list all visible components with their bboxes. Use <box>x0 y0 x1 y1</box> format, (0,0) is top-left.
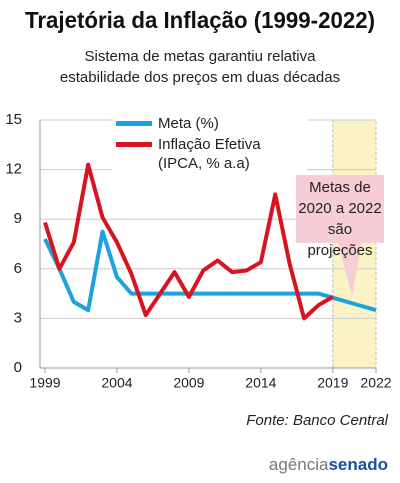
source: Fonte: Banco Central <box>246 412 388 429</box>
x-tick-label: 2009 <box>173 375 204 391</box>
y-tick-label: 0 <box>14 359 22 376</box>
series-line <box>43 229 377 313</box>
legend-swatch <box>116 121 152 126</box>
y-tick-label: 6 <box>14 260 22 277</box>
subtitle: Sistema de metas garantiu relativa estab… <box>59 48 341 86</box>
legend-label: Meta (%) <box>158 115 219 132</box>
logo-part1: agência <box>268 455 329 474</box>
legend-label: Inflação Efetiva (IPCA, % a.a) <box>158 136 261 172</box>
x-tick-label: 1999 <box>29 375 60 391</box>
x-tick-label: 2019 <box>317 375 348 391</box>
logo-part2: senado <box>328 455 388 474</box>
chart-title: Trajetória da Inflação (1999-2022) <box>25 7 375 33</box>
legend-entry: Inflação Efetiva (IPCA, % a.a) <box>112 135 307 173</box>
x-tick-label: 2004 <box>101 375 132 391</box>
y-tick-label: 15 <box>5 111 22 128</box>
legend-entry: Meta (%) <box>112 114 307 133</box>
y-tick-label: 9 <box>14 210 22 227</box>
y-tick-label: 3 <box>14 309 22 326</box>
y-tick-label: 12 <box>5 161 22 178</box>
annotation: Metas de 2020 a 2022 são projeções <box>296 175 384 259</box>
x-tick-label: 2014 <box>245 375 276 391</box>
annotation-pointer <box>338 242 362 296</box>
logo: agênciasenado <box>269 455 388 475</box>
legend: Meta (%) Inflação Efetiva (IPCA, % a.a) <box>112 110 307 186</box>
legend-swatch <box>116 142 152 147</box>
x-tick-label: 2022 <box>360 375 391 391</box>
series-line <box>43 162 334 321</box>
